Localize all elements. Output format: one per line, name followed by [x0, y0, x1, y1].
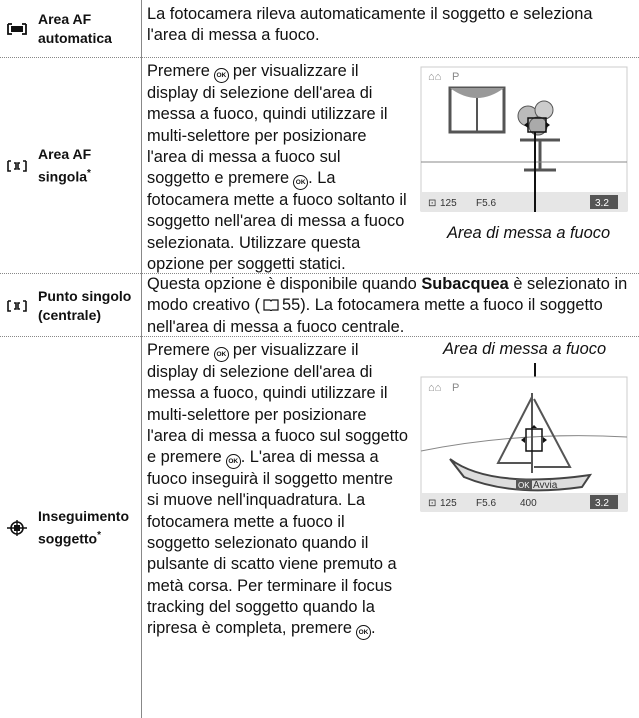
icon [7, 519, 27, 536]
table-row: Area AF automatica La fotocamera rileva … [0, 0, 639, 58]
image-caption: Area di messa a fuoco [447, 224, 611, 242]
row-label: Area AF automatica [0, 0, 141, 58]
icon [7, 23, 27, 35]
label-text: Area AF automatica [38, 11, 112, 46]
screen-text: 3.2 [595, 198, 609, 209]
text: Questa opzione è disponibile quando [147, 275, 417, 293]
label-text: Inseguimento soggetto [38, 507, 130, 547]
text: Premere [147, 341, 210, 359]
label-text: Area AF singola [38, 146, 92, 185]
text: La fotocamera rileva automaticamente il … [147, 5, 593, 45]
svg-text:⊡: ⊡ [428, 498, 436, 509]
description: La fotocamera rileva automaticamente il … [147, 4, 627, 47]
svg-text:OK: OK [518, 481, 530, 490]
svg-text:⊡: ⊡ [428, 198, 436, 209]
description: Questa opzione è disponibile quando Suba… [147, 274, 637, 338]
screen-text: 125 [440, 198, 457, 209]
svg-text:⌂⌂: ⌂⌂ [428, 71, 441, 83]
image-caption: Area di messa a fuoco [443, 340, 607, 358]
description: Premere OK per visualizzare il display di … [147, 61, 407, 275]
label-text: Inseguimento soggetto* [38, 507, 138, 549]
screen-text: P [452, 71, 459, 83]
ok-button-icon: OK [355, 625, 371, 641]
row-label: Area AF singola* [0, 58, 141, 274]
ok-button-icon: OK [213, 347, 229, 362]
table-row: Area AF singola* Premere OK per visualizza… [0, 58, 639, 274]
description: Premere OK per visualizzare il display di … [147, 340, 409, 641]
screen-text: F5.6 [476, 198, 496, 209]
icon [7, 160, 27, 172]
bold-text: Subacquea [421, 275, 509, 293]
svg-text:⌂⌂: ⌂⌂ [428, 382, 441, 394]
row-label: Punto singolo (centrale) [0, 274, 141, 337]
ok-button-icon: OK [293, 175, 309, 191]
text: per visualizzare il display di selezione… [147, 62, 388, 188]
text: . L'area di messa a fuoco inseguirà il s… [147, 448, 397, 638]
ok-button-icon: OK [225, 454, 241, 470]
row-label: Inseguimento soggetto* [0, 337, 141, 718]
text: . La fotocamera mette a fuoco soltanto i… [147, 169, 407, 274]
book-icon [263, 299, 279, 313]
screen-text: Avvia [533, 480, 558, 491]
text: è selezionato in modo creativo ( [147, 275, 628, 315]
text: . [370, 619, 376, 638]
screen-text: 3.2 [595, 498, 609, 509]
text: 55). La fotocamera mette a fuoco il sogg… [147, 296, 603, 336]
text: per visualizzare il display di selezione… [147, 341, 408, 467]
table-row: Inseguimento soggetto* Premere OK per visu… [0, 337, 639, 718]
icon [7, 299, 27, 312]
screen-text: P [452, 382, 459, 394]
label-text: Punto singolo (centrale) [38, 287, 132, 323]
camera-screen-illustration: ⌂⌂ P ⊡ 125 F5.6 3.2 [420, 66, 628, 212]
table-row: Punto singolo (centrale) Questa opzione … [0, 274, 639, 337]
footnote-mark: * [87, 168, 91, 180]
screen-text: F5.6 [476, 498, 496, 509]
column-divider [141, 0, 142, 718]
footnote-mark: * [97, 529, 102, 541]
camera-screen-illustration: ⌂⌂ P OK Avvia ⊡ 125 F5.6 400 3.2 [420, 363, 628, 512]
ok-button-icon: OK [213, 68, 229, 83]
label-text: Area AF singola* [38, 145, 128, 187]
screen-text: 400 [520, 498, 537, 509]
screen-text: 125 [440, 498, 457, 509]
text: Premere [147, 62, 210, 80]
